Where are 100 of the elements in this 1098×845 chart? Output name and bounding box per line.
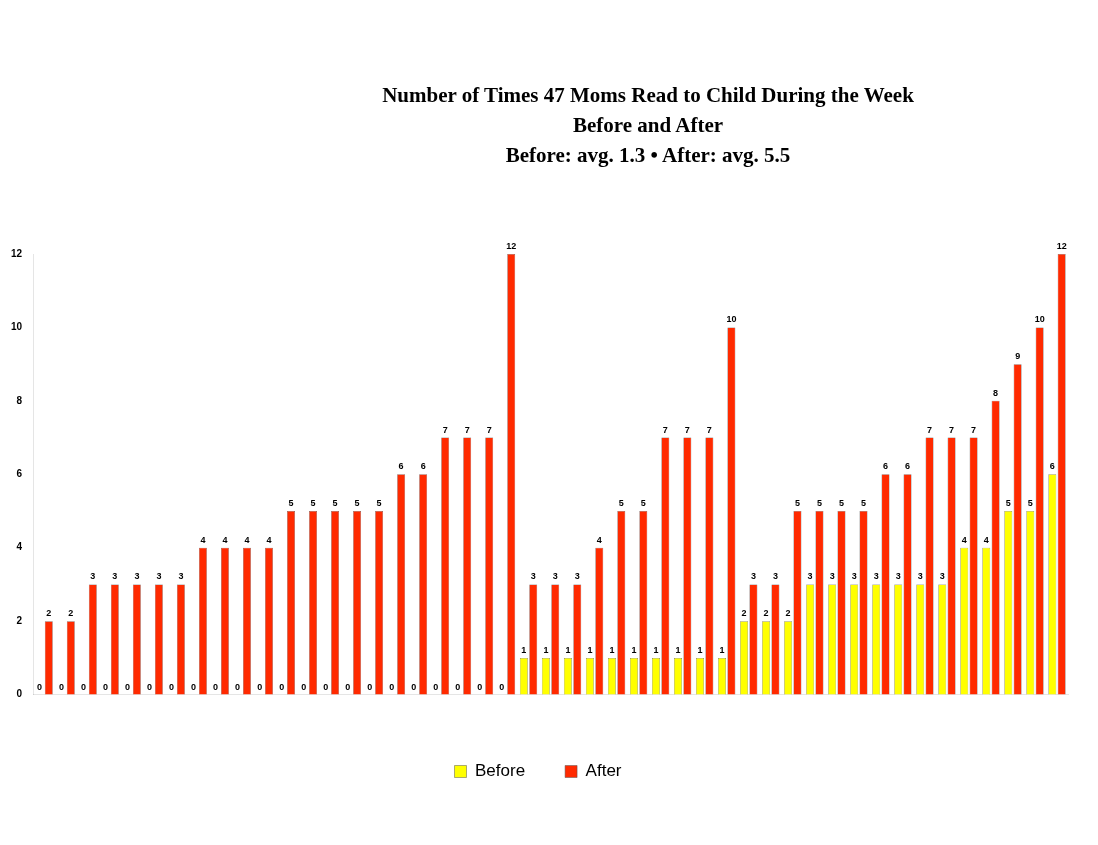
data-label: 0 [58, 681, 64, 692]
data-label: 0 [80, 681, 86, 692]
data-label: 6 [398, 461, 404, 472]
data-label: 2 [785, 608, 791, 619]
data-label: 7 [662, 424, 668, 435]
data-label: 0 [499, 681, 505, 692]
data-label: 9 [1015, 351, 1021, 362]
data-label: 0 [103, 681, 109, 692]
data-label: 3 [851, 571, 857, 582]
y-tick-label: 4 [16, 541, 23, 553]
data-label: 6 [905, 461, 911, 472]
data-label: 6 [883, 461, 889, 472]
data-label: 3 [917, 571, 923, 582]
data-label: 0 [389, 681, 395, 692]
data-label: 5 [618, 498, 624, 508]
data-label: 5 [310, 498, 316, 508]
data-label: 0 [367, 681, 373, 692]
data-label: 5 [860, 498, 867, 508]
data-label: 3 [134, 571, 140, 582]
data-label: 0 [345, 681, 351, 692]
data-label: 2 [741, 608, 747, 619]
data-label: 1 [719, 644, 725, 655]
data-label: 10 [1034, 314, 1045, 325]
data-label: 3 [112, 571, 118, 582]
data-label: 3 [530, 571, 536, 582]
data-label: 5 [376, 498, 382, 508]
data-label: 3 [895, 571, 901, 582]
data-label: 1 [543, 644, 549, 655]
data-label: 4 [983, 534, 989, 545]
data-label: 0 [323, 681, 329, 692]
data-label: 3 [178, 571, 184, 582]
data-label: 7 [442, 424, 448, 435]
y-tick-label: 12 [11, 247, 23, 259]
data-label: 0 [147, 681, 153, 692]
data-label: 7 [949, 424, 955, 435]
data-label: 0 [169, 681, 175, 692]
data-label: 4 [200, 534, 206, 545]
data-label: 1 [631, 644, 637, 655]
data-label: 3 [156, 571, 162, 582]
data-label: 3 [574, 571, 580, 582]
data-label: 1 [587, 644, 593, 655]
data-label: 1 [565, 644, 571, 655]
data-label: 6 [1049, 461, 1055, 472]
data-label: 7 [486, 424, 492, 435]
data-label: 7 [927, 424, 933, 435]
data-label: 12 [1056, 240, 1067, 251]
data-label: 3 [873, 571, 879, 582]
data-label: 2 [46, 608, 52, 619]
chart-title: Number of Times 47 Moms Read to Child During the Week [381, 82, 915, 109]
data-label: 3 [939, 571, 945, 582]
data-label: 5 [288, 498, 294, 508]
data-label: 5 [640, 498, 646, 508]
data-label: 3 [829, 571, 835, 582]
data-label: 1 [675, 644, 681, 655]
data-label: 3 [750, 571, 756, 582]
data-label: 0 [433, 681, 439, 692]
data-label: 5 [838, 498, 844, 508]
data-label: 0 [411, 681, 417, 692]
data-label: 5 [816, 498, 822, 508]
data-label: 1 [609, 644, 615, 655]
data-label: 5 [332, 498, 338, 508]
data-label: 0 [257, 681, 263, 692]
data-label: 4 [266, 534, 272, 545]
y-tick-label: 8 [16, 394, 23, 406]
data-label: 5 [354, 498, 360, 508]
data-label: 5 [794, 498, 800, 508]
legend-label: After [585, 761, 622, 781]
data-label: 4 [596, 534, 602, 545]
data-label: 7 [971, 424, 977, 435]
data-label: 2 [68, 608, 74, 619]
data-label: 8 [993, 387, 999, 398]
data-label: 7 [464, 424, 470, 435]
data-label: 4 [222, 534, 228, 545]
data-label: 1 [653, 644, 659, 655]
data-label: 7 [684, 424, 690, 435]
data-label: 7 [706, 424, 712, 435]
data-label: 0 [235, 681, 241, 692]
data-label: 0 [279, 681, 285, 692]
y-tick-label: 0 [16, 688, 23, 700]
data-label: 3 [90, 571, 96, 582]
data-label: 3 [552, 571, 558, 582]
data-label: 3 [807, 571, 813, 582]
data-label: 5 [1005, 498, 1011, 508]
data-label: 0 [125, 681, 131, 692]
data-label: 4 [244, 534, 250, 545]
data-label: 0 [213, 681, 219, 692]
y-tick-label: 6 [16, 468, 23, 480]
data-label: 0 [191, 681, 197, 692]
data-label: 0 [455, 681, 461, 692]
data-label: 4 [961, 534, 967, 545]
data-label: 0 [477, 681, 483, 692]
text: Before: avg. 1.3 • After: avg. 5.5 [504, 142, 792, 169]
data-label: 3 [772, 571, 778, 582]
y-tick-label: 10 [11, 321, 23, 333]
data-label: 1 [697, 644, 703, 655]
y-tick-label: 2 [16, 614, 23, 626]
data-label: 12 [506, 240, 517, 251]
data-label: 6 [420, 461, 426, 472]
data-label: 2 [763, 608, 769, 619]
chart-subtitle: Before and After [571, 112, 725, 139]
